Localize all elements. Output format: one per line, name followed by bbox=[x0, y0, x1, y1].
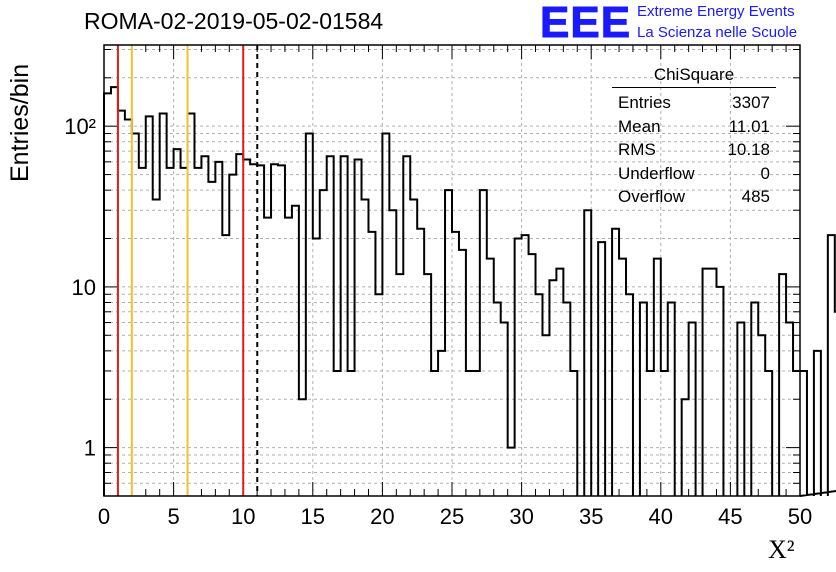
stats-value: 11.01 bbox=[728, 116, 770, 136]
logo-line-1: Extreme Energy Events bbox=[637, 3, 795, 20]
x-tick-label: 45 bbox=[718, 504, 742, 529]
stats-value: 10.18 bbox=[727, 140, 770, 159]
stats-value: 3307 bbox=[732, 93, 770, 112]
x-tick-label: 10 bbox=[231, 504, 255, 529]
x-tick-label: 25 bbox=[440, 504, 464, 529]
eee-logo: EEE bbox=[539, 0, 632, 48]
x-tick-label: 20 bbox=[370, 504, 394, 529]
stats-row-underflow: Underflow 0 bbox=[612, 162, 776, 186]
x-tick-label: 15 bbox=[301, 504, 325, 529]
y-tick-label: 10 bbox=[72, 275, 96, 300]
x-tick-label: 50 bbox=[788, 504, 812, 529]
stats-value: 485 bbox=[741, 187, 770, 206]
stats-row-overflow: Overflow 485 bbox=[612, 185, 776, 209]
logo-line-2: La Scienza nelle Scuole bbox=[637, 24, 798, 41]
stats-box: ChiSquare Entries 3307 Mean 11.01 RMS 10… bbox=[612, 65, 776, 209]
stats-label: Overflow bbox=[618, 187, 686, 206]
x-tick-label: 0 bbox=[98, 504, 110, 529]
x-tick-label: 5 bbox=[167, 504, 179, 529]
stats-label: Underflow bbox=[618, 163, 695, 183]
chart-title: ROMA-02-2019-05-02-01584 bbox=[84, 8, 384, 34]
stats-title: ChiSquare bbox=[612, 65, 776, 88]
plot-frame bbox=[103, 44, 801, 497]
stats-row-rms: RMS 10.18 bbox=[612, 138, 776, 162]
stats-row-mean: Mean 11.01 bbox=[612, 115, 776, 139]
y-axis-label: Entries/bin bbox=[6, 63, 34, 182]
x-tick-label: 40 bbox=[649, 504, 673, 529]
y-tick-label: 10² bbox=[64, 114, 96, 139]
x-tick-label: 35 bbox=[579, 504, 603, 529]
histogram-outline bbox=[103, 86, 836, 497]
stats-row-entries: Entries 3307 bbox=[612, 91, 776, 115]
y-tick-label: 1 bbox=[84, 436, 96, 461]
x-axis-label: X² bbox=[768, 535, 795, 564]
stats-label: Mean bbox=[618, 116, 661, 136]
stats-label: RMS bbox=[618, 140, 656, 159]
stats-label: Entries bbox=[618, 93, 671, 112]
stats-value: 0 bbox=[760, 163, 770, 183]
x-tick-label: 30 bbox=[509, 504, 533, 529]
